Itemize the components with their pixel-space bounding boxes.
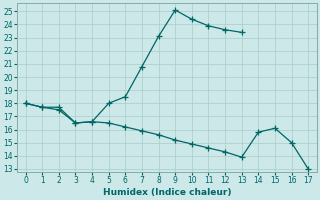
X-axis label: Humidex (Indice chaleur): Humidex (Indice chaleur) xyxy=(103,188,231,197)
